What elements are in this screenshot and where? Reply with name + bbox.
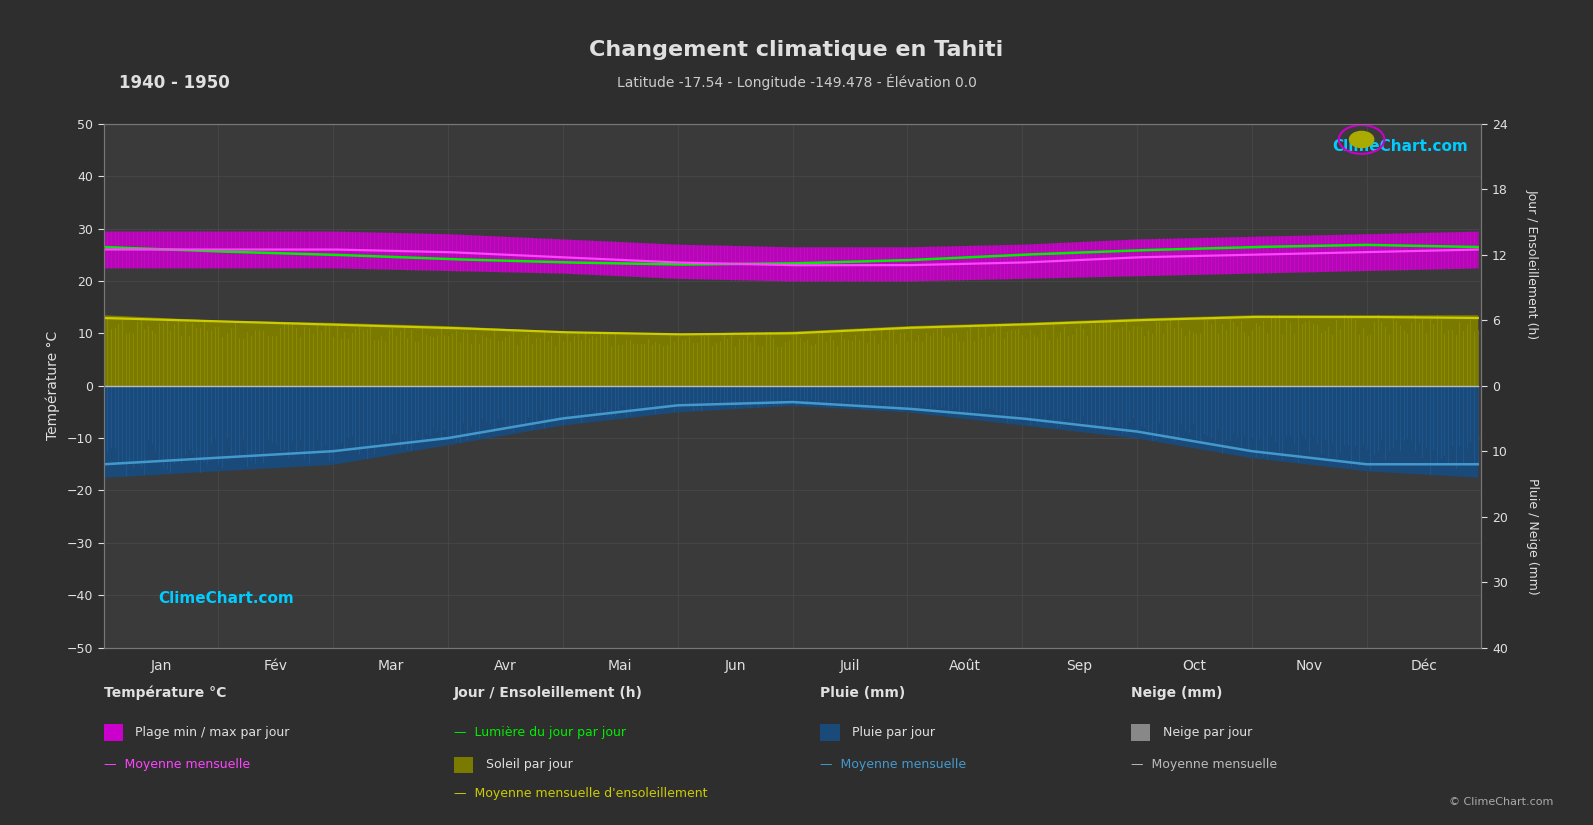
Text: Changement climatique en Tahiti: Changement climatique en Tahiti <box>589 40 1004 59</box>
Y-axis label: Température °C: Température °C <box>45 331 59 441</box>
Text: Soleil par jour: Soleil par jour <box>486 758 572 771</box>
Text: Plage min / max par jour: Plage min / max par jour <box>135 726 290 739</box>
Text: 1940 - 1950: 1940 - 1950 <box>119 73 231 92</box>
Text: —  Moyenne mensuelle: — Moyenne mensuelle <box>1131 758 1278 771</box>
Text: Latitude -17.54 - Longitude -149.478 - Élévation 0.0: Latitude -17.54 - Longitude -149.478 - É… <box>616 74 977 91</box>
Ellipse shape <box>38 595 62 611</box>
Text: Température °C: Température °C <box>104 686 226 700</box>
Text: Neige (mm): Neige (mm) <box>1131 686 1222 700</box>
Text: Pluie / Neige (mm): Pluie / Neige (mm) <box>1526 478 1539 595</box>
Text: —  Moyenne mensuelle: — Moyenne mensuelle <box>820 758 967 771</box>
Text: Neige par jour: Neige par jour <box>1163 726 1252 739</box>
Text: Pluie par jour: Pluie par jour <box>852 726 935 739</box>
Ellipse shape <box>1349 131 1373 148</box>
Text: —  Moyenne mensuelle: — Moyenne mensuelle <box>104 758 250 771</box>
Text: Jour / Ensoleillement (h): Jour / Ensoleillement (h) <box>454 686 644 700</box>
Text: ClimeChart.com: ClimeChart.com <box>159 591 295 606</box>
Text: Pluie (mm): Pluie (mm) <box>820 686 906 700</box>
Text: —  Moyenne mensuelle d'ensoleillement: — Moyenne mensuelle d'ensoleillement <box>454 787 707 800</box>
Text: —  Lumière du jour par jour: — Lumière du jour par jour <box>454 726 626 739</box>
Text: ClimeChart.com: ClimeChart.com <box>1332 139 1467 154</box>
Text: Jour / Ensoleillement (h): Jour / Ensoleillement (h) <box>1526 189 1539 339</box>
Text: © ClimeChart.com: © ClimeChart.com <box>1448 797 1553 807</box>
